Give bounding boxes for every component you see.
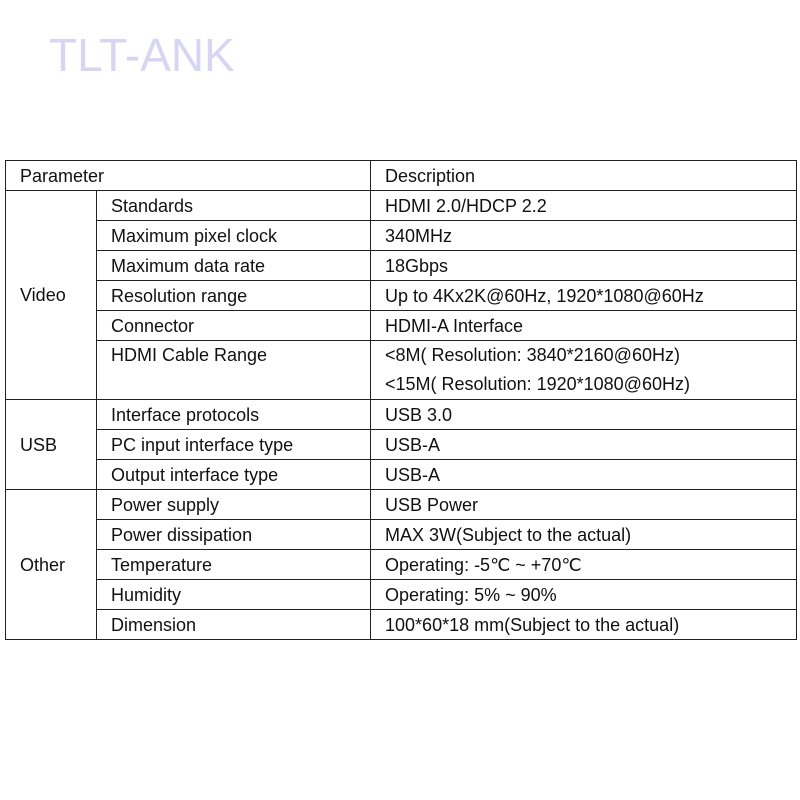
parameter-cell: Maximum data rate bbox=[95, 250, 372, 281]
header-description: Description bbox=[370, 160, 798, 191]
table-header-row: Parameter Description bbox=[4, 160, 798, 191]
parameter-cell: Standards bbox=[95, 190, 372, 221]
description-line: 100*60*18 mm(Subject to the actual) bbox=[385, 614, 680, 635]
table-row: Maximum pixel clock 340MHz bbox=[6, 220, 798, 251]
description-cell: 18Gbps bbox=[370, 250, 798, 281]
description-cell: 340MHz bbox=[370, 220, 798, 251]
description-line: HDMI-A Interface bbox=[385, 315, 524, 336]
parameter-cell: Dimension bbox=[95, 609, 372, 640]
description-cell: Operating: -5℃ ~ +70℃ bbox=[370, 549, 798, 580]
description-line: Operating: 5% ~ 90% bbox=[385, 584, 557, 605]
description-cell: USB Power bbox=[370, 489, 798, 520]
header-parameter: Parameter bbox=[4, 160, 372, 191]
description-cell: USB-A bbox=[370, 429, 798, 460]
description-cell: Up to 4Kx2K@60Hz, 1920*1080@60Hz bbox=[370, 280, 798, 311]
description-line: MAX 3W(Subject to the actual) bbox=[385, 524, 632, 545]
description-line: Up to 4Kx2K@60Hz, 1920*1080@60Hz bbox=[385, 285, 704, 306]
table-row: Resolution range Up to 4Kx2K@60Hz, 1920*1… bbox=[6, 280, 798, 311]
parameter-cell: Temperature bbox=[95, 549, 372, 580]
table-row: Maximum data rate 18Gbps bbox=[6, 250, 798, 281]
description-cell: HDMI-A Interface bbox=[370, 310, 798, 341]
description-line: USB-A bbox=[385, 434, 441, 455]
description-line: 340MHz bbox=[385, 225, 453, 246]
table-row: Video Standards HDMI 2.0/HDCP 2.2 bbox=[5, 190, 798, 400]
table-row: Connector HDMI-A Interface bbox=[6, 310, 798, 341]
parameter-cell: Resolution range bbox=[95, 280, 372, 311]
parameter-cell: Power dissipation bbox=[95, 519, 372, 550]
description-cell: USB-A bbox=[370, 459, 798, 490]
parameter-cell: Output interface type bbox=[95, 459, 372, 490]
description-line: HDMI 2.0/HDCP 2.2 bbox=[385, 195, 547, 216]
description-cell: Operating: 5% ~ 90% bbox=[370, 579, 798, 610]
table-row: Temperature Operating: -5℃ ~ +70℃ bbox=[6, 549, 798, 580]
table-row: HDMI Cable Range <8M( Resolution: 3840*21… bbox=[6, 340, 798, 400]
table-row: USB Interface protocols USB 3.0 bbox=[5, 399, 798, 490]
table-row: Dimension 100*60*18 mm(Subject to the act… bbox=[6, 609, 798, 640]
table-row: Power dissipation MAX 3W(Subject to the a… bbox=[6, 519, 798, 550]
parameter-cell: Humidity bbox=[95, 579, 372, 610]
description-cell: HDMI 2.0/HDCP 2.2 bbox=[370, 190, 798, 221]
description-line: <15M( Resolution: 1920*1080@60Hz) bbox=[385, 374, 690, 394]
description-line: <8M( Resolution: 3840*2160@60Hz) bbox=[385, 345, 680, 365]
description-line: USB-A bbox=[385, 464, 441, 485]
table-row: Output interface type USB-A bbox=[6, 459, 798, 490]
table-row: Other Power supply USB Power bbox=[5, 489, 798, 640]
parameter-cell: Maximum pixel clock bbox=[95, 220, 372, 251]
description-cell: MAX 3W(Subject to the actual) bbox=[370, 519, 798, 550]
description-line: Operating: -5℃ ~ +70℃ bbox=[385, 554, 582, 575]
parameter-cell: Power supply bbox=[95, 489, 372, 520]
description-cell: <8M( Resolution: 3840*2160@60Hz) <15M( Re… bbox=[370, 340, 798, 400]
description-cell: USB 3.0 bbox=[370, 399, 798, 430]
spec-table: Parameter Description Video Standards HDMI… bbox=[4, 160, 798, 640]
parameter-cell: Interface protocols bbox=[95, 399, 372, 430]
description-line: USB Power bbox=[385, 494, 479, 515]
parameter-cell: Connector bbox=[95, 310, 372, 341]
description-line: USB 3.0 bbox=[385, 404, 453, 425]
group-label: USB bbox=[5, 399, 97, 490]
group-label: Video bbox=[5, 190, 97, 400]
group-label: Other bbox=[5, 489, 97, 640]
description-line: 18Gbps bbox=[385, 255, 449, 276]
table-row: Humidity Operating: 5% ~ 90% bbox=[6, 579, 798, 610]
watermark: TLT-ANK bbox=[49, 29, 235, 81]
table-row: PC input interface type USB-A bbox=[6, 429, 798, 460]
description-cell: 100*60*18 mm(Subject to the actual) bbox=[370, 609, 798, 640]
parameter-cell: PC input interface type bbox=[95, 429, 372, 460]
parameter-cell: HDMI Cable Range bbox=[95, 340, 372, 400]
